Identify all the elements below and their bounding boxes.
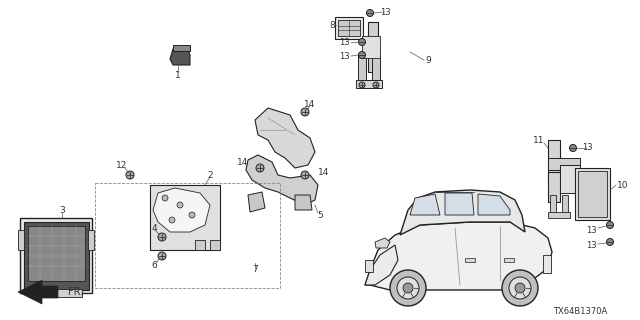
Text: 13: 13	[339, 37, 350, 46]
Text: 10: 10	[617, 180, 628, 189]
Bar	[543, 255, 551, 273]
Text: 13: 13	[586, 226, 597, 235]
Text: 13: 13	[582, 142, 592, 151]
Circle shape	[358, 52, 365, 59]
Circle shape	[301, 108, 309, 116]
Text: 4: 4	[151, 223, 157, 233]
Bar	[173, 45, 190, 51]
Circle shape	[177, 202, 183, 208]
Circle shape	[607, 238, 614, 245]
Bar	[548, 140, 560, 180]
Polygon shape	[478, 194, 510, 215]
Text: 3: 3	[59, 205, 65, 214]
Polygon shape	[248, 192, 265, 212]
Circle shape	[169, 217, 175, 223]
Text: 12: 12	[116, 161, 128, 170]
Circle shape	[301, 171, 309, 179]
Bar	[550, 195, 556, 217]
Bar	[95, 183, 280, 288]
Polygon shape	[365, 222, 552, 290]
Text: 13: 13	[380, 7, 390, 17]
Bar	[356, 80, 382, 88]
Bar	[28, 226, 85, 281]
Bar	[578, 171, 607, 217]
Circle shape	[162, 195, 168, 201]
Bar	[504, 258, 514, 262]
Text: 13: 13	[339, 52, 350, 60]
Bar	[150, 185, 220, 250]
Bar	[548, 212, 570, 218]
Polygon shape	[365, 245, 398, 285]
Polygon shape	[18, 280, 58, 304]
Bar	[548, 172, 560, 202]
Text: 7: 7	[252, 266, 258, 275]
Polygon shape	[170, 49, 190, 65]
Bar	[560, 165, 580, 193]
Polygon shape	[410, 194, 440, 215]
Circle shape	[570, 145, 577, 151]
Circle shape	[367, 10, 374, 17]
Polygon shape	[375, 238, 390, 248]
Bar	[338, 20, 360, 36]
Bar	[365, 260, 373, 272]
Text: 9: 9	[425, 55, 431, 65]
Bar	[548, 158, 580, 170]
Circle shape	[607, 221, 614, 228]
Circle shape	[358, 38, 365, 45]
Text: 14: 14	[304, 100, 316, 108]
Polygon shape	[255, 108, 315, 168]
Text: 8: 8	[329, 20, 335, 29]
Text: TX64B1370A: TX64B1370A	[553, 308, 607, 316]
Bar	[18, 230, 24, 250]
Text: 2: 2	[207, 171, 213, 180]
Text: 11: 11	[532, 135, 544, 145]
Text: 5: 5	[317, 211, 323, 220]
Circle shape	[397, 277, 419, 299]
Bar	[372, 55, 380, 87]
Bar	[362, 36, 380, 58]
Bar	[335, 17, 363, 39]
Bar	[195, 240, 205, 250]
Bar	[20, 218, 92, 293]
Bar	[562, 195, 568, 217]
Bar	[358, 55, 366, 87]
Bar	[210, 240, 220, 250]
Polygon shape	[445, 193, 474, 215]
Bar	[465, 258, 475, 262]
Circle shape	[502, 270, 538, 306]
Circle shape	[509, 277, 531, 299]
Circle shape	[189, 212, 195, 218]
Text: 13: 13	[586, 241, 597, 250]
Polygon shape	[295, 195, 312, 210]
Polygon shape	[400, 190, 525, 235]
Text: FR.: FR.	[68, 287, 83, 297]
Bar	[30, 289, 82, 297]
Bar	[88, 230, 94, 250]
Circle shape	[359, 82, 365, 88]
Polygon shape	[153, 188, 210, 232]
Text: 6: 6	[151, 260, 157, 269]
Circle shape	[126, 171, 134, 179]
Circle shape	[158, 252, 166, 260]
Bar	[575, 168, 610, 220]
Text: 14: 14	[237, 157, 248, 166]
Circle shape	[373, 82, 379, 88]
Text: 1: 1	[175, 70, 181, 79]
Circle shape	[515, 283, 525, 293]
Bar	[368, 22, 378, 72]
Bar	[24, 222, 89, 290]
Circle shape	[390, 270, 426, 306]
Polygon shape	[246, 155, 318, 205]
Text: 14: 14	[318, 167, 330, 177]
Circle shape	[158, 233, 166, 241]
Circle shape	[256, 164, 264, 172]
Circle shape	[403, 283, 413, 293]
